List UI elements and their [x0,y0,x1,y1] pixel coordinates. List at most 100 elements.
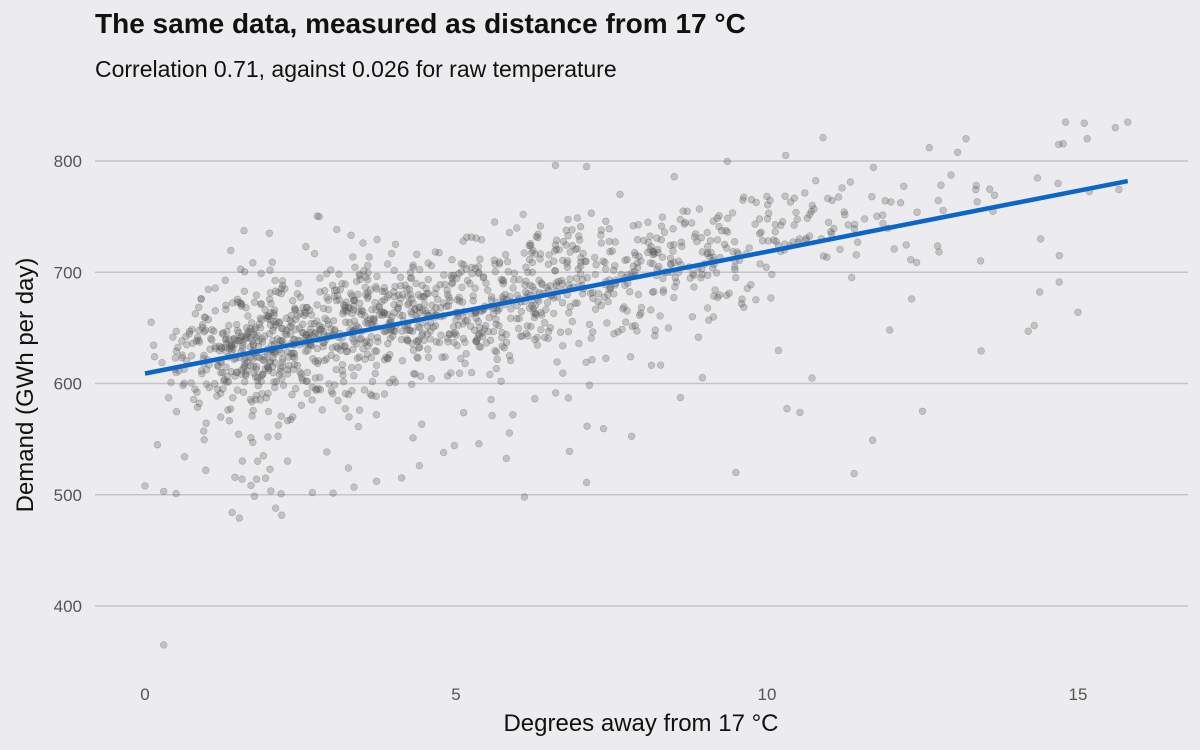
data-point [372,392,380,400]
data-point [287,311,295,320]
data-point [207,334,215,343]
data-point [335,270,343,278]
data-point [522,277,530,285]
data-point [747,281,755,289]
data-point [505,352,514,360]
data-point [343,347,352,355]
data-point [340,307,348,315]
data-point [670,173,678,181]
data-point [357,335,365,343]
data-point [174,343,182,352]
data-point [500,344,508,352]
data-point [355,270,363,278]
data-point [244,328,253,336]
data-point [236,298,244,306]
data-point [503,257,512,266]
data-point [361,312,369,320]
data-point [244,330,252,338]
data-point [453,274,461,282]
data-point [445,330,454,338]
data-point [626,353,635,361]
data-point [505,429,514,437]
data-point [222,336,230,344]
data-point [315,321,323,330]
data-point [670,241,678,249]
data-point [472,337,480,345]
data-point [267,487,275,495]
data-point [838,184,846,192]
data-point [728,209,737,217]
data-point [321,314,329,323]
data-point [278,358,287,366]
data-point [266,357,275,365]
data-point [830,224,838,233]
data-point [243,367,251,375]
data-point [605,285,613,294]
data-point [635,311,644,319]
data-point [690,271,698,279]
data-point [455,297,464,305]
data-point [506,356,515,365]
data-point [650,249,659,258]
data-point [342,298,350,306]
data-point [225,321,233,330]
data-point [497,377,505,385]
data-point [513,314,521,323]
data-point [824,218,833,227]
data-point [527,249,536,257]
data-point [459,334,468,343]
data-point [220,375,229,384]
data-point [431,290,439,298]
data-point [850,225,858,233]
data-point [289,349,297,357]
data-point [653,234,661,242]
data-point [426,327,434,335]
fit-line-group [144,178,1129,376]
data-point [385,379,394,387]
data-point [445,330,453,338]
data-point [213,392,221,400]
data-point [407,290,415,299]
data-point [900,182,908,191]
data-point [925,144,933,152]
data-point [296,368,304,376]
data-point [215,342,224,350]
data-point [252,362,261,371]
data-point [278,324,286,333]
data-point [588,328,597,336]
data-point [694,333,703,341]
data-point [451,329,459,337]
data-point [532,232,540,241]
data-point [303,377,311,386]
data-point [344,303,353,312]
data-point [530,313,539,322]
data-point [805,232,814,240]
data-point [1036,235,1045,243]
data-point [471,284,479,292]
data-point [332,296,341,305]
data-point [394,304,402,312]
data-point [597,226,605,234]
data-point [314,357,323,365]
data-point [325,380,333,388]
data-point [531,395,539,403]
data-point [246,343,255,351]
data-point [261,306,269,314]
data-point [356,299,364,308]
data-point [231,372,239,380]
data-point [537,279,546,287]
data-point [620,303,628,311]
data-point [637,303,646,312]
data-point [417,293,425,301]
data-point [495,260,504,268]
data-point [171,354,180,362]
data-point [272,378,280,386]
data-point [223,378,231,386]
data-point [250,325,259,334]
data-point [350,372,358,380]
data-point [381,287,389,296]
data-point [489,310,498,318]
data-point [406,268,415,277]
data-point [428,301,436,309]
data-point [528,283,537,291]
